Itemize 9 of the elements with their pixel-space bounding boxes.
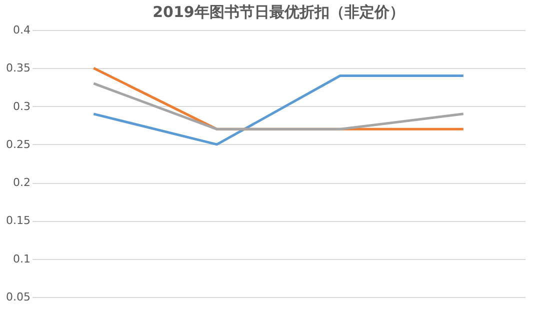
y-tick-label: 0.05 [6,290,30,304]
y-tick-label: 0.15 [6,214,30,228]
y-tick-label: 0.4 [13,24,30,36]
y-tick-label: 0.3 [13,100,30,113]
y-tick-label: 0.35 [6,62,30,75]
y-tick-label: 0.25 [6,138,30,151]
y-tick-label: 0.2 [13,176,30,190]
y-tick-label: 0.1 [13,252,30,266]
chart-title: 2019年图书节日最优折扣（非定价） [152,3,404,21]
